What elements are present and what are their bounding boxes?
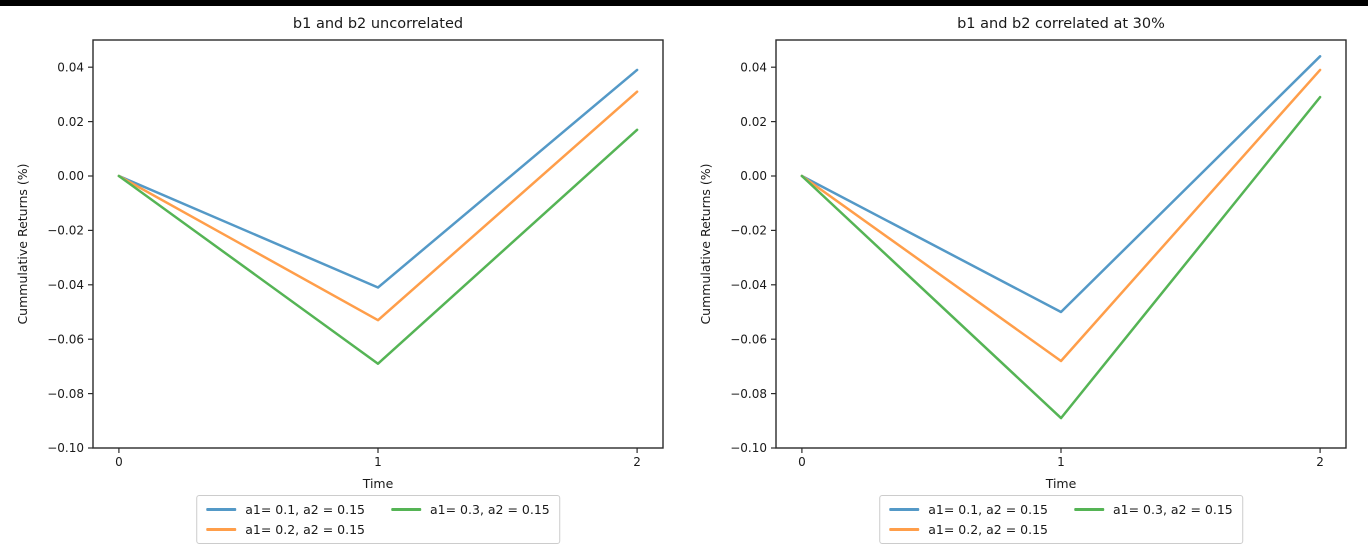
series-line-3 [117, 128, 639, 365]
legend-entry: a1= 0.3, a2 = 0.15 [391, 501, 550, 518]
plot-area [775, 39, 1347, 449]
legend-grid: a1= 0.1, a2 = 0.15 a1= 0.2, a2 = 0.15 a1= … [206, 501, 550, 538]
y-tick-label: −0.06 [47, 332, 84, 346]
y-tick-label: −0.02 [47, 224, 84, 238]
legend-label: a1= 0.3, a2 = 0.15 [1113, 502, 1233, 517]
legend-label: a1= 0.1, a2 = 0.15 [928, 502, 1048, 517]
chart-uncorrelated: 0.04 0.02 0.00 −0.02 −0.04 −0.06 −0.08 −0.10 0 1 2… [15, 16, 664, 544]
x-tick-label: 0 [115, 455, 123, 469]
chart-title: b1 and b2 correlated at 30% [957, 16, 1165, 32]
legend-entry: a1= 0.2, a2 = 0.15 [889, 521, 1048, 538]
y-tick-label: −0.10 [730, 441, 767, 455]
x-tick-label: 1 [1057, 455, 1065, 469]
legend-label: a1= 0.1, a2 = 0.15 [245, 502, 365, 517]
y-tick-label: 0.00 [740, 169, 767, 183]
y-tick-label: −0.02 [730, 224, 767, 238]
legend-entry: a1= 0.2, a2 = 0.15 [206, 521, 365, 538]
legend-grid: a1= 0.1, a2 = 0.15 a1= 0.2, a2 = 0.15 a1= … [889, 501, 1233, 538]
x-axis-label: Time [362, 476, 394, 491]
series-line-1 [117, 68, 639, 289]
y-tick-label: −0.04 [730, 278, 767, 292]
plot-area [92, 39, 664, 449]
legend: a1= 0.1, a2 = 0.15 a1= 0.2, a2 = 0.15 a1= … [879, 495, 1243, 544]
y-tick-label: 0.04 [740, 60, 767, 74]
series-line-3 [800, 95, 1322, 420]
x-tick-label: 2 [1316, 455, 1324, 469]
legend-label: a1= 0.2, a2 = 0.15 [245, 522, 365, 537]
legend-entry: a1= 0.3, a2 = 0.15 [1074, 501, 1233, 518]
legend-entry: a1= 0.1, a2 = 0.15 [889, 501, 1048, 518]
legend: a1= 0.1, a2 = 0.15 a1= 0.2, a2 = 0.15 a1= … [196, 495, 560, 544]
y-tick-label: 0.04 [57, 60, 84, 74]
series-line-2 [800, 68, 1322, 363]
y-tick-label: 0.02 [740, 115, 767, 129]
series-line-1 [800, 55, 1322, 314]
y-axis-label: Cummulative Returns (%) [15, 163, 30, 324]
y-axis-label: Cummulative Returns (%) [698, 163, 713, 324]
y-tick-label: −0.06 [730, 332, 767, 346]
legend-line-swatch [206, 508, 237, 511]
x-tick-label: 2 [633, 455, 641, 469]
y-tick-label: −0.04 [47, 278, 84, 292]
y-tick-label: 0.00 [57, 169, 84, 183]
legend-line-swatch [889, 528, 920, 531]
y-tick-label: −0.10 [47, 441, 84, 455]
legend-line-swatch [1074, 508, 1104, 511]
plot-svg: 0.04 0.02 0.00 −0.02 −0.04 −0.06 −0.08 −0.10 0 1 2… [15, 16, 664, 491]
legend-line-swatch [391, 508, 421, 511]
legend-label: a1= 0.3, a2 = 0.15 [430, 502, 550, 517]
legend-entry: a1= 0.1, a2 = 0.15 [206, 501, 365, 518]
y-tick-label: −0.08 [730, 387, 767, 401]
y-tick-label: 0.02 [57, 115, 84, 129]
series-line-2 [117, 90, 639, 322]
window-top-edge [0, 0, 1368, 6]
legend-line-swatch [889, 508, 920, 511]
chart-correlated: 0.04 0.02 0.00 −0.02 −0.04 −0.06 −0.08 −0.10 0 1 2… [683, 0, 1368, 552]
chart-title: b1 and b2 uncorrelated [293, 16, 463, 32]
x-tick-label: 1 [374, 455, 382, 469]
legend-label: a1= 0.2, a2 = 0.15 [928, 522, 1048, 537]
plot-svg: 0.04 0.02 0.00 −0.02 −0.04 −0.06 −0.08 −0.10 0 1 2… [698, 16, 1347, 491]
x-axis-label: Time [1045, 476, 1077, 491]
legend-line-swatch [206, 528, 237, 531]
y-tick-label: −0.08 [47, 387, 84, 401]
x-tick-label: 0 [798, 455, 806, 469]
